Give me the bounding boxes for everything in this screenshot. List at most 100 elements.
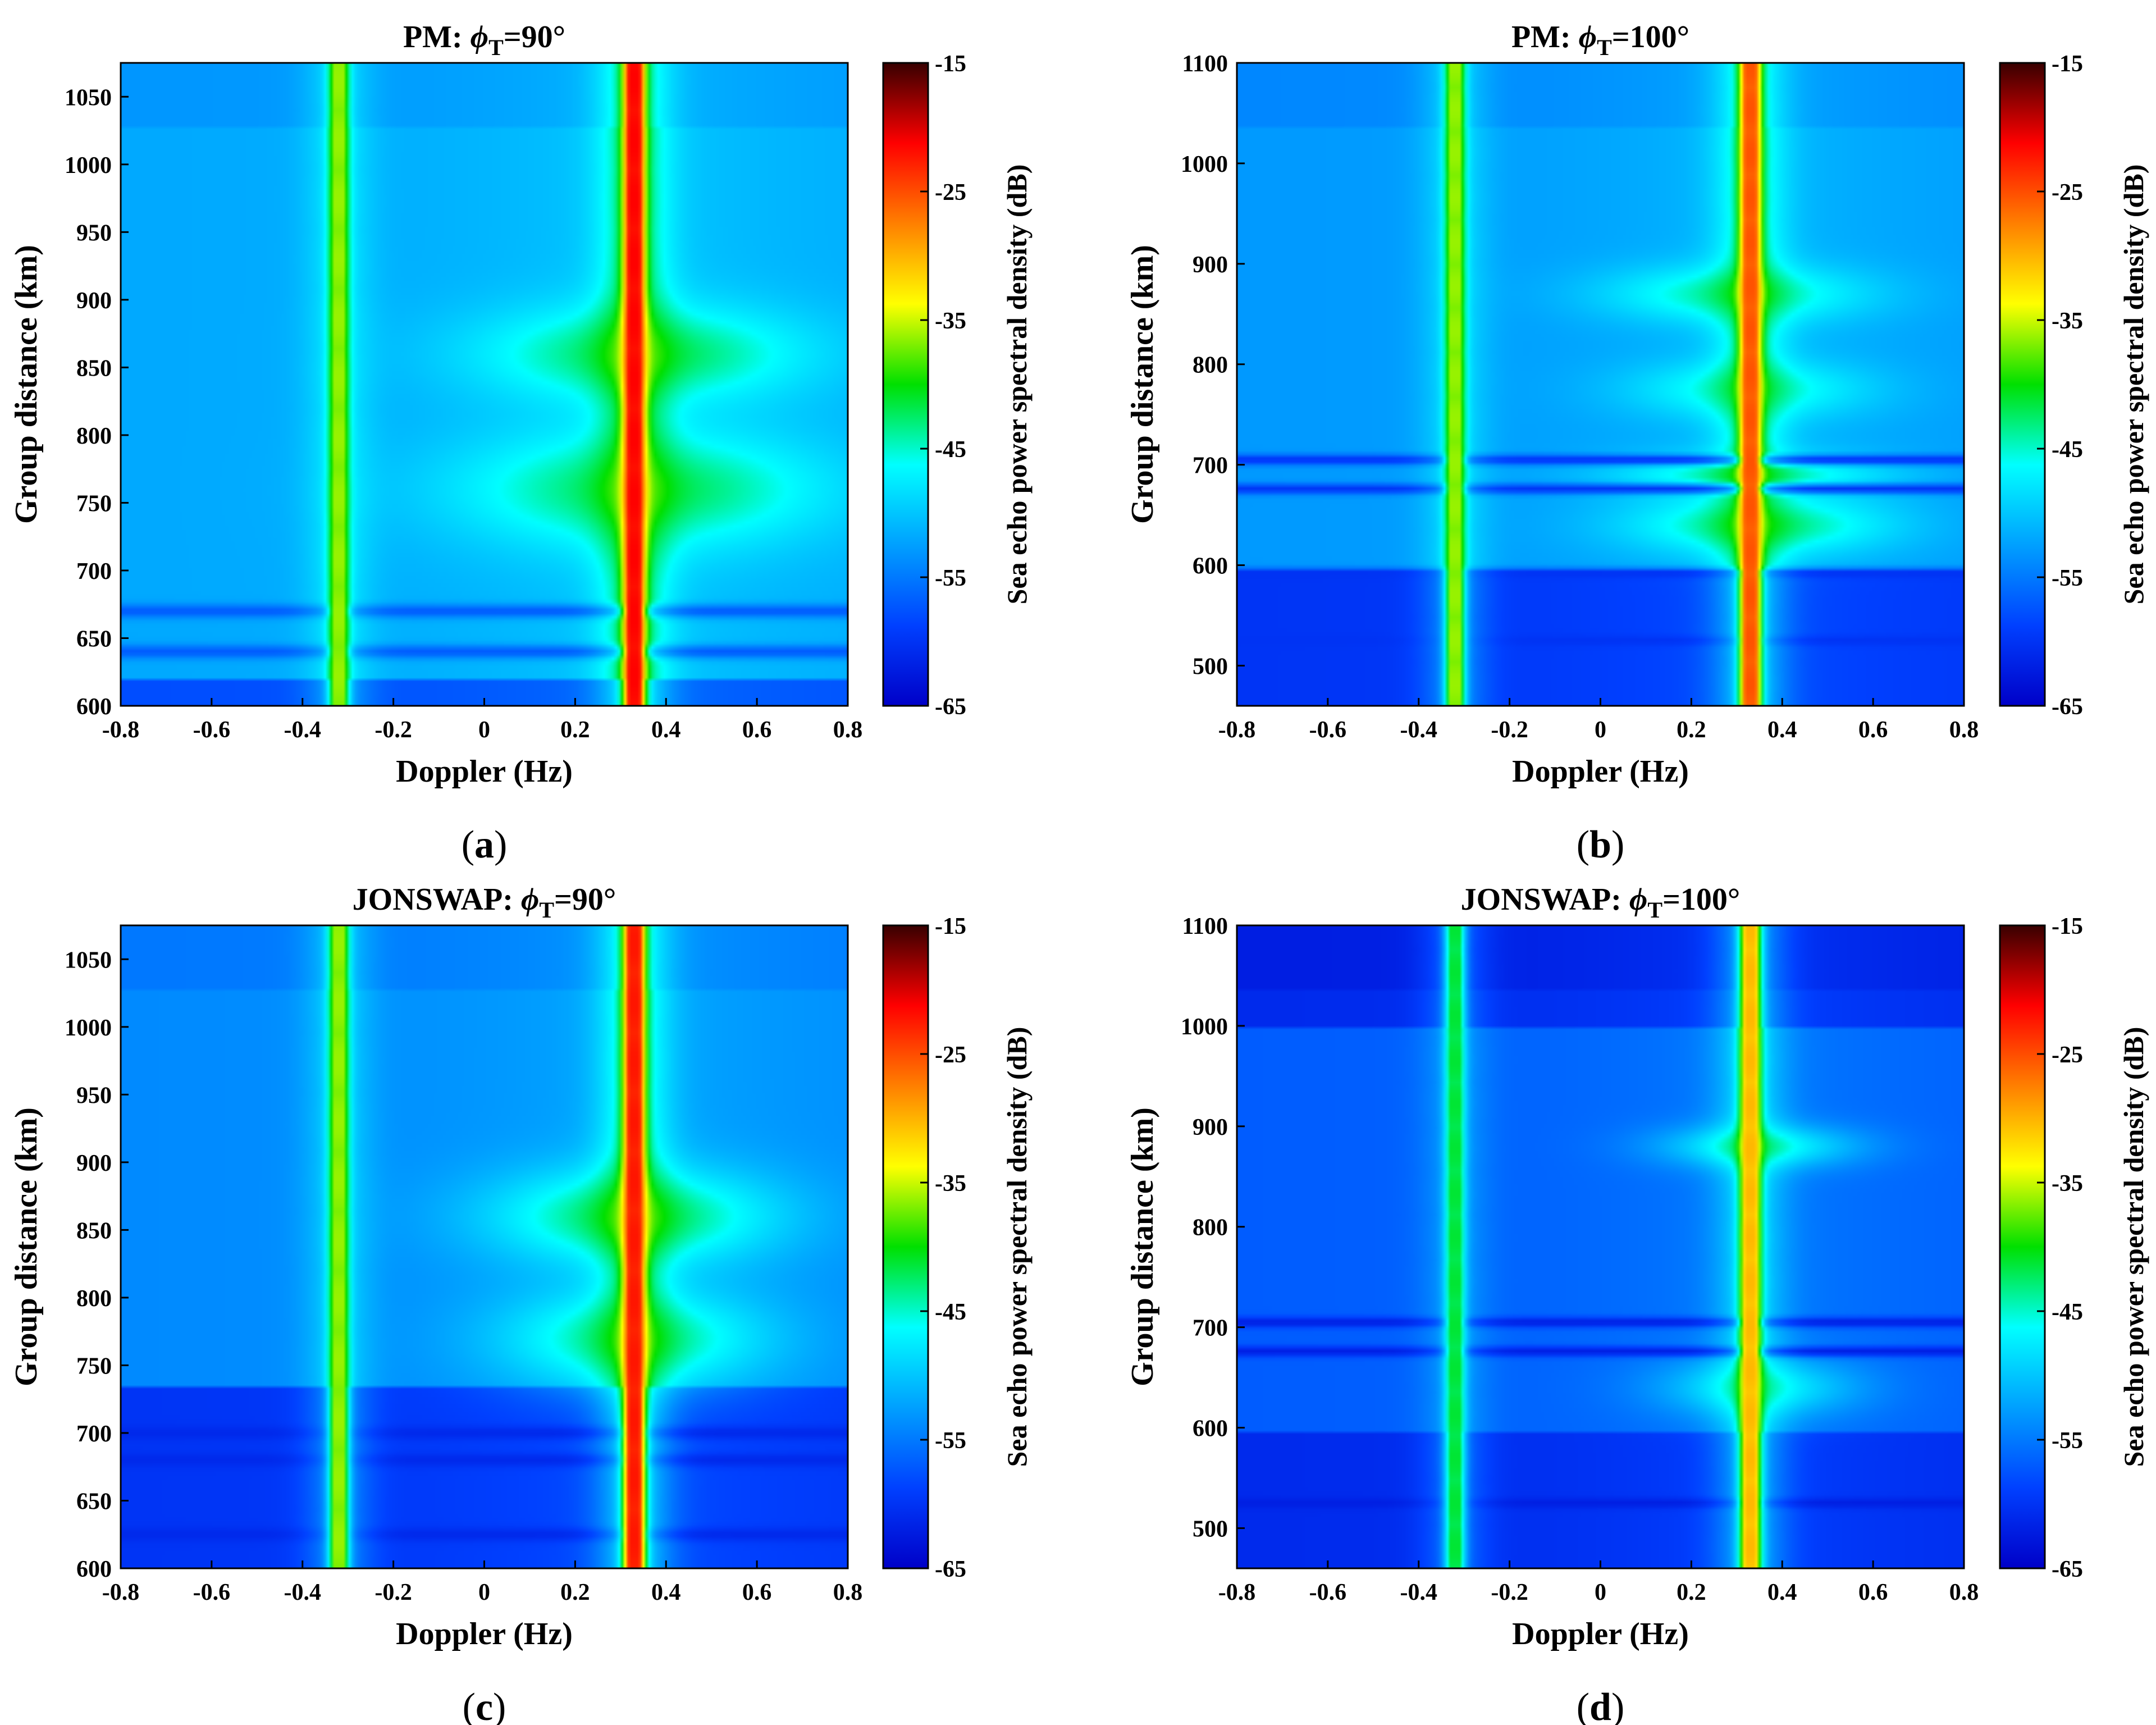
x-tick-label: 0 [1595, 717, 1606, 743]
x-tick-label: 0.6 [1858, 1580, 1888, 1605]
x-axis-label: Doppler (Hz) [396, 754, 573, 789]
y-axis-label: Group distance (km) [1125, 245, 1160, 524]
x-tick-label: 0.8 [833, 717, 863, 743]
y-tick-label: 700 [76, 559, 112, 585]
y-tick-label: 900 [76, 288, 112, 314]
panel-c: -0.8 -0.6 -0.4 -0.2 0 0.2 0.4 0.6 0.8 600 650 700 75… [9, 882, 1033, 1725]
colorbar-tick-label: -65 [2052, 1557, 2083, 1582]
x-tick-label: 0.8 [833, 1580, 863, 1605]
y-tick-label: 600 [1193, 1416, 1228, 1442]
colorbar-tick-label: -35 [2052, 1171, 2083, 1197]
y-tick-label: 750 [76, 1353, 112, 1379]
x-axis-label: Doppler (Hz) [1512, 754, 1689, 789]
y-tick-label: 800 [1193, 353, 1228, 378]
y-tick-label: 1000 [65, 1015, 112, 1041]
y-tick-label: 800 [76, 1286, 112, 1312]
x-tick-label: 0.4 [651, 717, 681, 743]
x-tick-label: 0.8 [1949, 717, 1979, 743]
panel-letter: c [476, 1686, 493, 1725]
colorbar [1999, 924, 2046, 1569]
colorbar-tick-label: -35 [935, 1171, 966, 1197]
panel-letter: b [1589, 823, 1611, 866]
y-tick-label: 1000 [65, 153, 112, 179]
x-tick-label: -0.2 [374, 717, 412, 743]
y-tick-label: 600 [76, 1557, 112, 1582]
panel-letter: a [474, 823, 494, 866]
y-tick-label: 600 [1193, 554, 1228, 579]
heatmap-image [121, 63, 848, 706]
title-subscript: T [539, 897, 554, 923]
x-axis-label: Doppler (Hz) [1512, 1617, 1689, 1651]
y-tick-label: 700 [1193, 1316, 1228, 1341]
x-tick-label: -0.4 [284, 1580, 322, 1605]
colorbar-tick-label: -45 [935, 1299, 966, 1325]
x-tick-label: -0.6 [193, 1580, 231, 1605]
title-suffix: =100° [1662, 882, 1740, 917]
heatmap-image [1237, 925, 1964, 1568]
colorbar-tick-label: -65 [935, 694, 966, 720]
panel-label: (d) [1577, 1686, 1625, 1725]
colorbar-tick-label: -55 [2052, 565, 2083, 591]
panel-title: JONSWAP: ϕT=90° [353, 882, 616, 923]
title-suffix: =90° [504, 20, 565, 54]
colorbar-tick-label: -55 [935, 565, 966, 591]
x-tick-label: 0.2 [1677, 717, 1706, 743]
colorbar [882, 924, 929, 1569]
title-prefix: JONSWAP: [353, 882, 521, 917]
y-tick-label: 1100 [1182, 51, 1228, 77]
title-subscript: T [1597, 35, 1612, 60]
x-tick-label: 0 [478, 717, 490, 743]
title-phi: ϕ [1579, 20, 1597, 54]
colorbar [882, 62, 929, 707]
colorbar-tick-label: -55 [2052, 1428, 2083, 1454]
title-prefix: PM: [1511, 20, 1579, 54]
colorbar-tick-label: -25 [935, 1042, 966, 1068]
y-tick-label: 700 [76, 1421, 112, 1447]
title-phi: ϕ [1629, 882, 1647, 917]
y-tick-label: 950 [76, 1083, 112, 1108]
colorbar-tick-label: -25 [2052, 1042, 2083, 1068]
y-tick-label: 950 [76, 220, 112, 246]
title-subscript: T [1647, 897, 1662, 923]
colorbar-tick-label: -25 [2052, 180, 2083, 206]
panel-d: -0.8 -0.6 -0.4 -0.2 0 0.2 0.4 0.6 0.8 500 600 700 80… [1125, 882, 2149, 1725]
x-tick-label: -0.2 [374, 1580, 412, 1605]
x-tick-label: 0.2 [1677, 1580, 1706, 1605]
y-tick-label: 650 [76, 1489, 112, 1514]
y-tick-label: 850 [76, 355, 112, 381]
title-prefix: PM: [403, 20, 471, 54]
y-tick-label: 1000 [1181, 152, 1228, 177]
colorbar-tick-label: -35 [935, 308, 966, 334]
panel-title: JONSWAP: ϕT=100° [1461, 882, 1741, 923]
y-axis-label: Group distance (km) [1125, 1107, 1160, 1386]
title-phi: ϕ [471, 20, 488, 54]
panel-label: (c) [463, 1686, 506, 1725]
colorbar-tick-label: -65 [2052, 694, 2083, 720]
title-prefix: JONSWAP: [1461, 882, 1629, 917]
panel-label: (b) [1577, 823, 1625, 866]
y-tick-label: 850 [76, 1218, 112, 1244]
colorbar-tick-label: -55 [935, 1428, 966, 1454]
panel-title: PM: ϕT=90° [403, 20, 565, 60]
y-tick-label: 600 [76, 694, 112, 720]
x-tick-label: -0.4 [1400, 1580, 1438, 1605]
panel-label: (a) [462, 823, 508, 866]
y-tick-label: 800 [1193, 1215, 1228, 1241]
y-tick-label: 500 [1193, 1516, 1228, 1542]
y-tick-label: 500 [1193, 654, 1228, 679]
colorbar-tick-label: -15 [935, 914, 966, 939]
y-tick-label: 900 [76, 1151, 112, 1176]
x-axis-label: Doppler (Hz) [396, 1617, 573, 1651]
x-tick-label: 0 [1595, 1580, 1606, 1605]
panel-letter: d [1589, 1686, 1611, 1725]
panel-b: -0.8 -0.6 -0.4 -0.2 0 0.2 0.4 0.6 0.8 500 600 700 80… [1125, 20, 2149, 866]
y-tick-label: 1100 [1182, 914, 1228, 939]
x-tick-label: -0.2 [1491, 1580, 1528, 1605]
colorbar-tick-label: -65 [935, 1557, 966, 1582]
y-tick-label: 700 [1193, 453, 1228, 479]
x-tick-label: -0.8 [102, 1580, 140, 1605]
title-phi: ϕ [521, 882, 539, 917]
title-suffix: =90° [554, 882, 616, 917]
heatmap-image [1237, 63, 1964, 706]
